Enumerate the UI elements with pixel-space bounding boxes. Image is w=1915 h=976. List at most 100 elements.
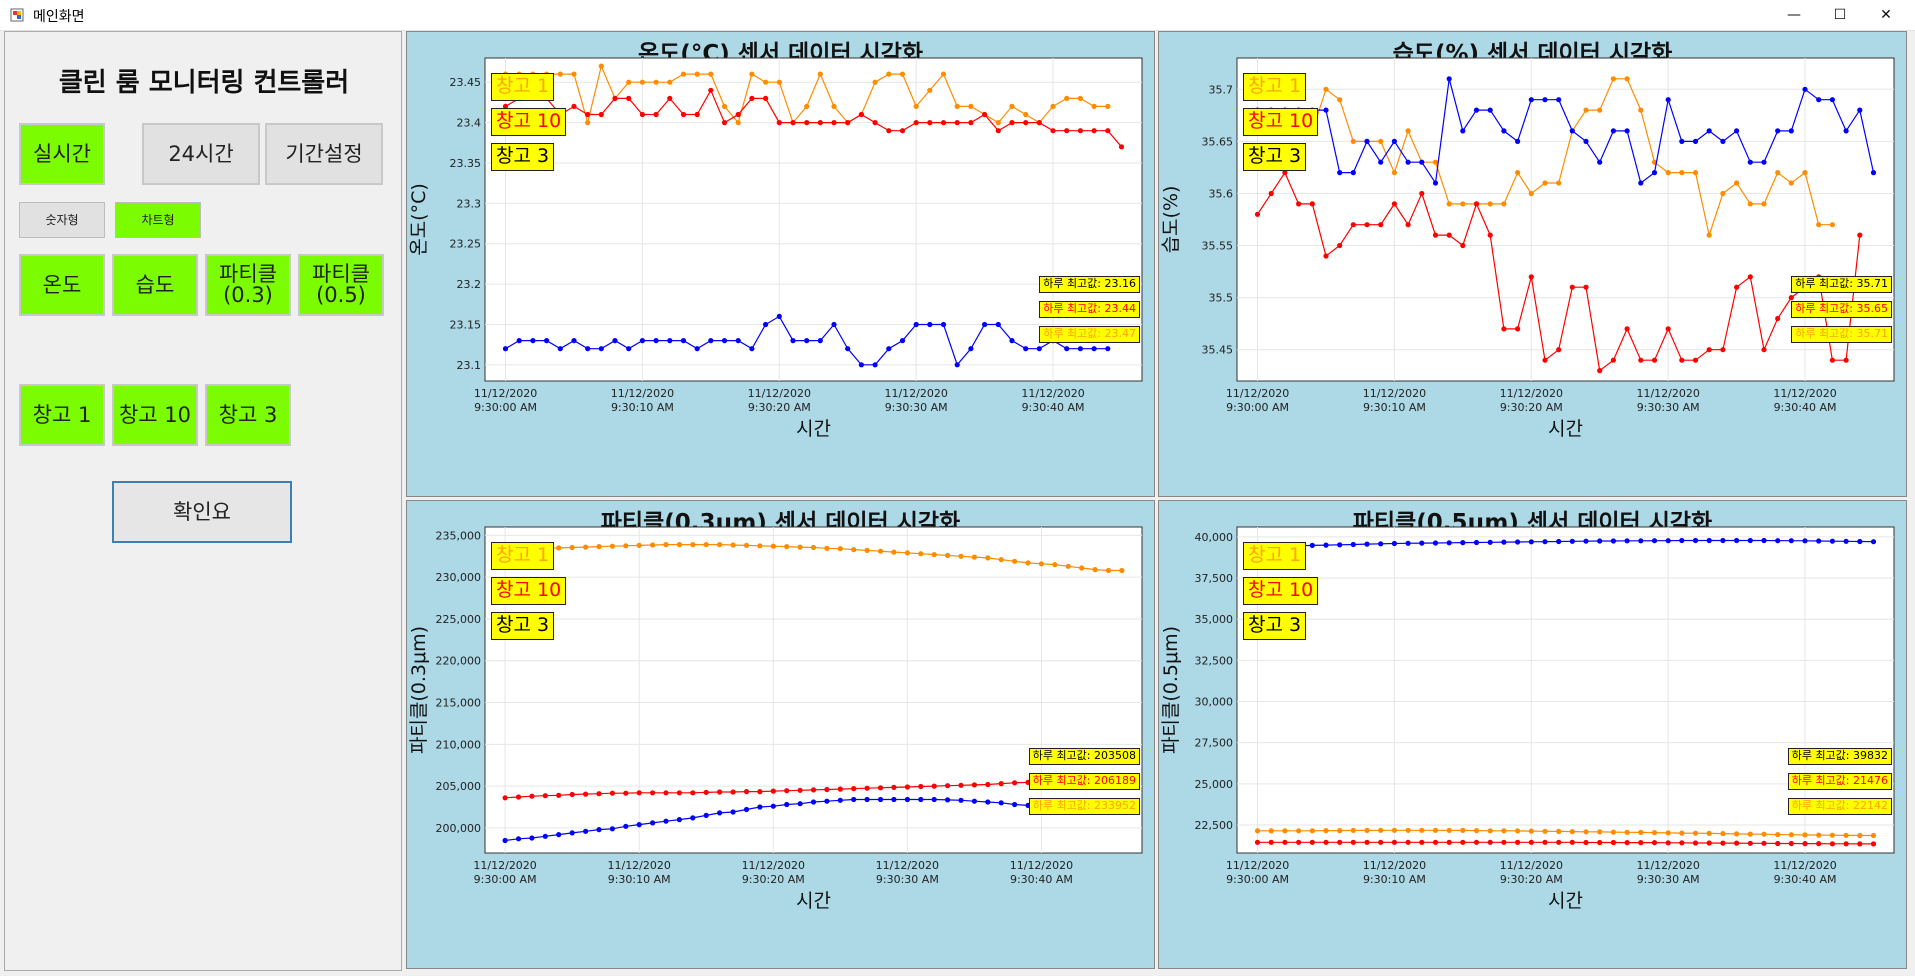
daily-max-label: 하루 최고값: 233952 xyxy=(1028,798,1140,815)
daily-max-label: 하루 최고값: 23.16 xyxy=(1039,276,1140,293)
data-point xyxy=(1610,357,1616,363)
realtime-button[interactable]: 실시간 xyxy=(19,123,105,185)
data-point xyxy=(995,128,1001,134)
data-point xyxy=(502,103,509,109)
data-point xyxy=(831,120,837,126)
data-point xyxy=(1419,540,1425,546)
data-point xyxy=(1556,828,1562,834)
data-point xyxy=(872,79,878,85)
plot-area xyxy=(484,57,1143,382)
x-tick-label: 11/12/2020 xyxy=(1363,387,1426,400)
period-setting-button[interactable]: 기간설정 xyxy=(265,123,383,185)
data-point xyxy=(1268,190,1274,197)
data-point xyxy=(1583,839,1589,846)
data-point xyxy=(1843,357,1849,363)
daily-max-label: 하루 최고값: 35.65 xyxy=(1791,301,1892,318)
data-point xyxy=(1446,232,1452,238)
data-point xyxy=(626,79,632,85)
data-point xyxy=(945,797,951,803)
data-point xyxy=(1870,832,1877,839)
sensor-temperature-button[interactable]: 온도 xyxy=(19,254,105,316)
data-point xyxy=(1610,76,1616,82)
chart-view-button[interactable]: 차트형 xyxy=(115,202,201,238)
data-point xyxy=(703,542,709,548)
data-point xyxy=(1692,170,1699,176)
data-point xyxy=(1679,840,1685,846)
data-point xyxy=(1528,828,1534,834)
y-tick-label: 220,000 xyxy=(436,655,482,668)
y-tick-label: 40,000 xyxy=(1195,531,1234,544)
data-point xyxy=(998,800,1004,806)
data-point xyxy=(1720,190,1726,197)
data-point xyxy=(770,788,776,794)
data-point xyxy=(1419,190,1425,197)
sensor-particle-05-button[interactable]: 파티클 (0.5) xyxy=(298,254,384,316)
data-point xyxy=(810,544,817,551)
y-axis-title: 파티클(0.3μm) xyxy=(408,626,430,754)
data-point xyxy=(1105,567,1112,574)
data-point xyxy=(1378,839,1384,845)
numeric-view-button[interactable]: 숫자형 xyxy=(19,202,105,238)
data-point xyxy=(515,836,522,842)
data-point xyxy=(1364,138,1370,144)
data-point xyxy=(1610,538,1616,544)
series-line xyxy=(505,88,1122,148)
data-point xyxy=(1734,128,1740,134)
data-point xyxy=(1405,540,1411,546)
confirm-button[interactable]: 확인요 xyxy=(112,481,292,543)
data-point xyxy=(968,103,974,109)
data-point xyxy=(958,782,964,788)
data-point xyxy=(1337,170,1343,176)
y-tick-label: 23.2 xyxy=(457,278,482,291)
data-point xyxy=(1542,828,1548,834)
data-point xyxy=(1391,201,1397,207)
data-point xyxy=(1665,170,1671,176)
y-tick-label: 35.45 xyxy=(1202,344,1234,357)
minimize-button[interactable]: — xyxy=(1771,0,1817,30)
data-point xyxy=(735,111,741,118)
warehouse-1-button[interactable]: 창고 1 xyxy=(19,384,105,446)
daily-max-label: 하루 최고값: 23.44 xyxy=(1039,301,1140,318)
data-point xyxy=(1378,541,1384,547)
data-point xyxy=(1119,567,1125,574)
data-point xyxy=(1050,128,1056,134)
data-point xyxy=(1309,201,1315,207)
y-tick-label: 35.5 xyxy=(1209,292,1234,305)
data-point xyxy=(730,789,736,795)
data-point xyxy=(735,338,741,344)
data-point xyxy=(1843,841,1849,847)
data-point xyxy=(1857,107,1863,113)
data-point xyxy=(1761,840,1767,846)
warehouse-3-button[interactable]: 창고 3 xyxy=(205,384,291,446)
data-point xyxy=(837,786,843,792)
data-point xyxy=(650,820,656,826)
data-point xyxy=(1665,840,1671,846)
data-point xyxy=(1446,839,1452,845)
data-point xyxy=(1761,831,1767,837)
data-point xyxy=(1050,103,1056,109)
sensor-particle-03-button[interactable]: 파티클 (0.3) xyxy=(205,254,291,316)
data-point xyxy=(1012,558,1018,564)
daily-max-label: 하루 최고값: 35.71 xyxy=(1791,276,1892,293)
data-point xyxy=(1296,828,1302,834)
data-point xyxy=(1775,840,1781,847)
warehouse-10-button[interactable]: 창고 10 xyxy=(112,384,198,446)
maximize-button[interactable]: ☐ xyxy=(1817,0,1863,30)
data-point xyxy=(804,338,810,344)
x-tick-label: 9:30:30 AM xyxy=(1637,401,1700,414)
data-point xyxy=(1337,839,1343,845)
24h-button[interactable]: 24시간 xyxy=(142,123,260,185)
close-button[interactable]: ✕ xyxy=(1863,0,1909,30)
data-point xyxy=(1706,128,1712,134)
data-point xyxy=(1528,839,1534,845)
data-point xyxy=(817,338,823,344)
data-point xyxy=(837,546,843,552)
data-point xyxy=(1775,538,1781,544)
data-point xyxy=(1624,128,1630,134)
data-point xyxy=(1569,538,1575,544)
data-point xyxy=(784,801,790,808)
data-point xyxy=(1706,830,1712,836)
sensor-humidity-button[interactable]: 습도 xyxy=(112,254,198,316)
data-point xyxy=(1679,170,1685,176)
x-tick-label: 9:30:20 AM xyxy=(748,401,811,414)
